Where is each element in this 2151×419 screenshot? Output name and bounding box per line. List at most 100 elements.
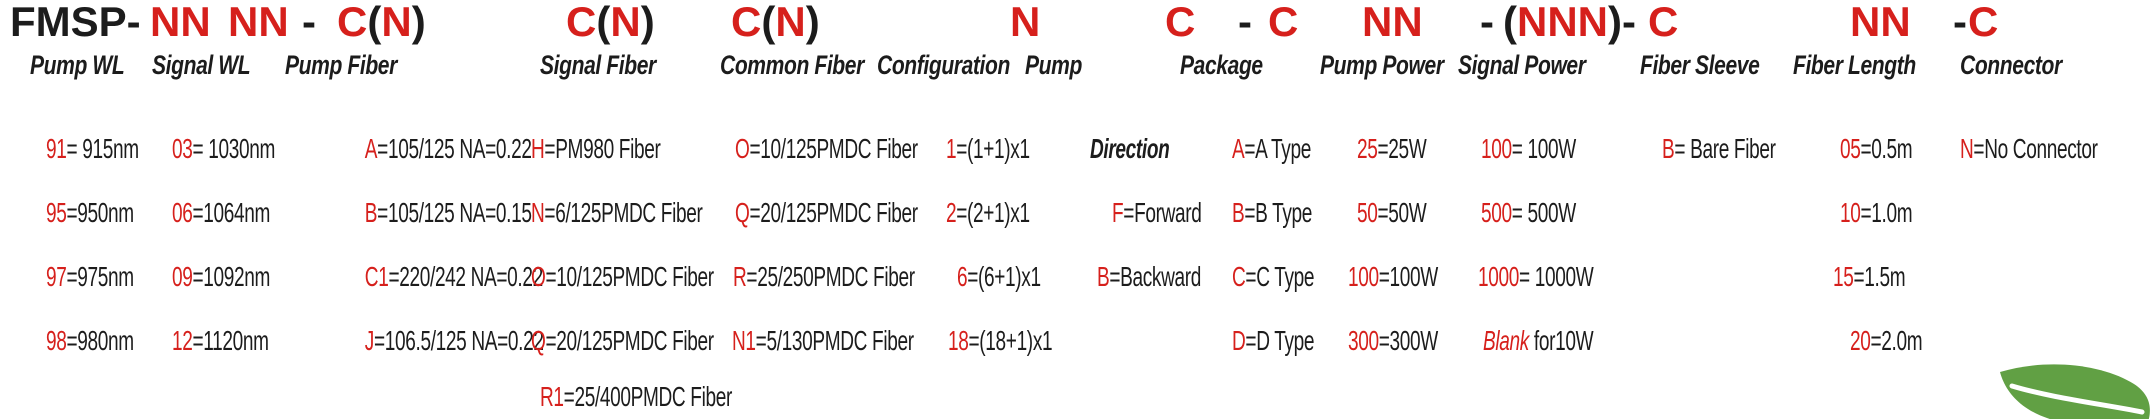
option-code: Q (531, 325, 546, 356)
pn-connector-code: C (1968, 0, 1999, 45)
common-fiber-option: Q=20/125PMDC Fiber (735, 198, 918, 228)
signal-power-option: 100= 100W (1481, 134, 1576, 164)
option-desc: = 100W (1511, 133, 1576, 164)
option-desc: =1092nm (192, 261, 271, 292)
column-header-pump-wl: Pump WL (30, 50, 125, 80)
pn-pump-direction-code: C (1165, 0, 1196, 45)
common-fiber-option: R=25/250PMDC Fiber (733, 262, 915, 292)
configuration-option: 6=(6+1)x1 (957, 262, 1041, 292)
option-code: 98 (46, 325, 67, 356)
signal-power-option: 500= 500W (1481, 198, 1576, 228)
pump-power-option: 25=25W (1357, 133, 1427, 164)
column-header-pump-fiber: Pump Fiber (285, 50, 397, 80)
column-header-fiber-length: Fiber Length (1793, 50, 1916, 80)
option-desc: =20/125PMDC Fiber (749, 197, 918, 228)
signal-wl-option: 12=1120nm (172, 326, 269, 356)
option-desc: =50W (1377, 197, 1427, 228)
option-desc: Direction (1090, 133, 1170, 164)
pn-paren-close: ) (411, 0, 426, 45)
option-code: O (735, 133, 750, 164)
option-code: 91 (46, 133, 67, 164)
option-code: B (1662, 133, 1675, 164)
pn-dash-2: - (1238, 0, 1252, 45)
pump-wl-option: 98=980nm (46, 326, 134, 356)
option-code: 500 (1481, 197, 1512, 228)
option-desc: for10W (1528, 325, 1594, 356)
option-desc: =105/125 NA=0.15 (377, 197, 532, 228)
pn-n: N (775, 0, 806, 45)
package-option: B=B Type (1232, 198, 1312, 228)
option-desc: = 1000W (1519, 261, 1594, 292)
fiber-sleeve-option: B= Bare Fiber (1662, 134, 1776, 164)
pn-dash-4: - (1622, 0, 1636, 45)
common-fiber-option: N1=5/130PMDC Fiber (732, 326, 914, 356)
pump-fiber-option: B=105/125 NA=0.15 (364, 197, 532, 228)
option-desc: =A Type (1244, 133, 1311, 164)
option-desc: =20/125PMDC Fiber (545, 325, 714, 356)
option-desc: =100W (1378, 261, 1438, 292)
pn-paren-close: ) (640, 0, 655, 45)
option-code: 50 (1357, 197, 1378, 228)
option-desc: =106.5/125 NA=0.22 (373, 325, 544, 356)
pn-signal-wl-code: NN (228, 0, 289, 45)
pn-paren-close: ) (1608, 0, 1622, 45)
pn-c: C (731, 0, 762, 45)
option-code: B (364, 197, 378, 228)
option-desc: =105/125 NA=0.22 (377, 133, 532, 164)
pump-fiber-option: A=105/125 NA=0.22 (365, 134, 532, 164)
package-option: D=D Type (1232, 326, 1314, 356)
option-code: 15 (1833, 261, 1854, 292)
option-desc: =C Type (1245, 261, 1315, 292)
configuration-option: 18=(18+1)x1 (948, 325, 1053, 356)
option-code: 12 (172, 325, 193, 356)
column-header-fiber-sleeve: Fiber Sleeve (1640, 50, 1760, 80)
signal-fiber-option: Q=20/125PMDC Fiber (531, 326, 714, 356)
signal-wl-option: 09=1092nm (172, 262, 270, 292)
option-desc: =950nm (66, 197, 135, 228)
option-desc: =980nm (66, 325, 135, 356)
option-desc: =1064nm (192, 197, 271, 228)
option-code: B (1097, 261, 1110, 292)
option-code: C1 (364, 261, 389, 292)
pn-nnn: NNN (1517, 0, 1608, 45)
leaf-icon (1952, 352, 2151, 419)
option-desc: = 915nm (66, 133, 140, 164)
option-desc: =No Connector (1973, 133, 2098, 164)
fiber-length-option: 15=1.5m (1833, 261, 1906, 292)
column-header-pump: Pump (1025, 50, 1082, 80)
option-code: 95 (46, 197, 67, 228)
column-header-signal-fiber: Signal Fiber (540, 50, 656, 80)
option-code: 1 (946, 133, 957, 164)
package-option: A=A Type (1232, 134, 1311, 164)
option-code: 300 (1348, 325, 1379, 356)
option-code: N (1960, 133, 1974, 164)
option-code: D (1232, 325, 1246, 356)
option-desc: =(18+1)x1 (968, 325, 1053, 356)
option-code: 25 (1357, 133, 1378, 164)
option-code: Q (735, 197, 750, 228)
option-code: 18 (948, 325, 969, 356)
option-code: 06 (172, 197, 193, 228)
option-code: 6 (957, 261, 968, 292)
option-code: C (1232, 261, 1246, 292)
option-code: 1000 (1478, 261, 1520, 292)
option-desc: =25W (1377, 133, 1427, 164)
option-code: 100 (1348, 261, 1379, 292)
pn-paren-open: ( (1503, 0, 1517, 45)
option-code: 03 (172, 133, 193, 164)
column-header-configuration: Configuration (877, 50, 1010, 80)
option-code: N1 (732, 325, 756, 356)
column-header-pump-power: Pump Power (1320, 50, 1444, 80)
option-desc: =25/400PMDC Fiber (563, 381, 733, 412)
option-code: 09 (172, 261, 193, 292)
option-desc: =Forward (1123, 197, 1202, 228)
option-desc: =10/125PMDC Fiber (545, 261, 714, 292)
signal-fiber-option: O=10/125PMDC Fiber (531, 262, 714, 292)
option-desc: =25/250PMDC Fiber (746, 261, 915, 292)
option-desc: =10/125PMDC Fiber (749, 133, 918, 164)
option-code: O (531, 261, 546, 292)
column-header-package: Package (1180, 50, 1263, 80)
signal-fiber-option: N=6/125PMDC Fiber (531, 198, 703, 228)
option-desc: =B Type (1244, 197, 1313, 228)
option-code: 100 (1481, 133, 1512, 164)
